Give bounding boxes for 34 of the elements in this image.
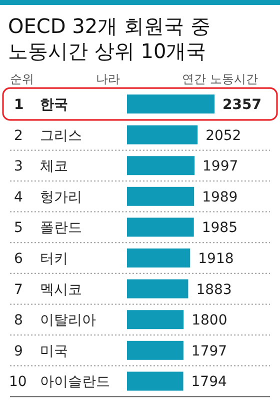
x-axis-title: 연간 노동시간 xyxy=(182,72,258,86)
data-label: 2357 xyxy=(222,97,262,113)
y-tick-label: 그리스 xyxy=(40,128,82,144)
data-label: 1800 xyxy=(192,312,228,329)
text: 2 xyxy=(14,128,23,144)
y-tick-label: 미국 xyxy=(40,343,68,360)
text: 1 xyxy=(14,97,24,113)
data-label: 1883 xyxy=(196,282,232,298)
text: 9 xyxy=(14,343,23,360)
y-tick-label: 체코 xyxy=(40,158,68,175)
text: 3 xyxy=(14,158,23,175)
y-tick-label: 아이슬란드 xyxy=(40,374,110,390)
y-tick-label: 터키 xyxy=(40,251,68,267)
data-label: 1985 xyxy=(202,220,238,236)
text: 4 xyxy=(14,189,23,206)
text: 8 xyxy=(14,312,23,329)
data-label: 1794 xyxy=(191,374,227,390)
data-label: 1989 xyxy=(202,189,238,206)
data-label: 1918 xyxy=(198,251,234,267)
text: 10 xyxy=(9,374,27,390)
text: 5 xyxy=(14,220,23,236)
data-label: 1997 xyxy=(202,158,238,175)
y-tick-label: 헝가리 xyxy=(40,189,82,206)
y-tick-label: 멕시코 xyxy=(40,282,82,298)
y-axis-title: 나라 xyxy=(96,72,120,86)
text: 7 xyxy=(14,282,23,298)
y-tick-label: 이탈리아 xyxy=(40,312,96,329)
title: OECD 32개 회원국 중 노동시간 상위 10개국 xyxy=(8,14,210,63)
y-tick-label: 폴란드 xyxy=(40,220,82,236)
text: 순위 xyxy=(10,72,34,86)
data-label: 2052 xyxy=(206,128,242,144)
data-label: 1797 xyxy=(191,343,228,360)
text: 6 xyxy=(14,251,23,267)
y-tick-label: 한국 xyxy=(40,97,68,113)
